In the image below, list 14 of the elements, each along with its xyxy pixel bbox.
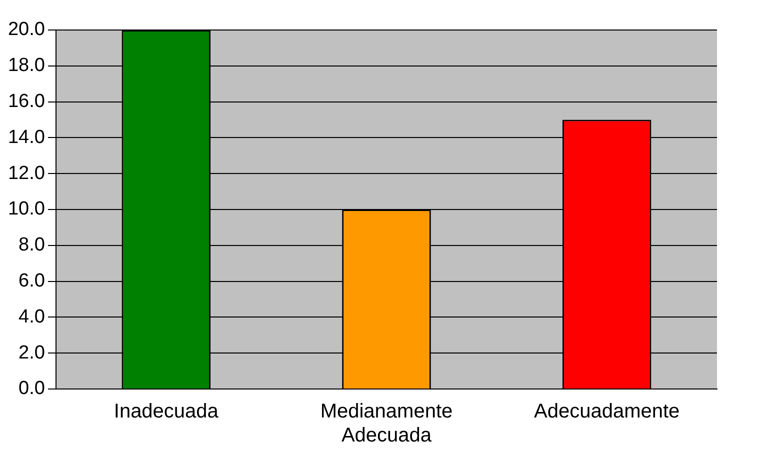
y-tick-label: 12.0 — [8, 162, 45, 184]
y-tick-label: 16.0 — [8, 91, 45, 112]
y-tick-label: 8.0 — [18, 234, 45, 256]
y-tick-label: 2.0 — [18, 342, 45, 364]
y-tick-label: 4.0 — [18, 306, 45, 328]
y-tick-label: 18.0 — [8, 55, 45, 76]
y-tick-label: 0.0 — [18, 378, 45, 400]
x-tick-label: Medianamente Adecuada — [320, 400, 453, 447]
x-tick-label: Adecuadamente — [534, 400, 680, 423]
y-tick-label: 6.0 — [18, 270, 45, 292]
y-tick-label: 20.0 — [8, 19, 45, 40]
y-tick-label: 10.0 — [8, 198, 45, 220]
x-tick-label: Inadecuada — [114, 400, 220, 423]
y-tick-label: 14.0 — [8, 126, 45, 148]
